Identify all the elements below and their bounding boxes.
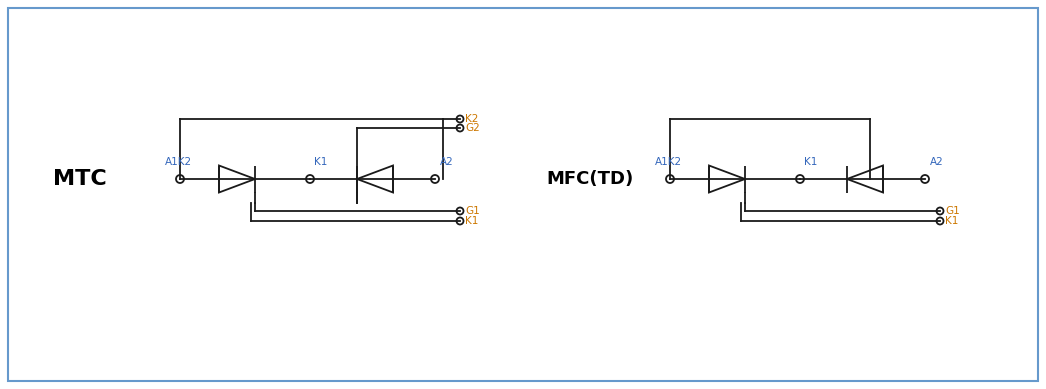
Text: K1: K1	[314, 157, 327, 167]
Text: K2: K2	[465, 114, 478, 124]
Text: A2: A2	[930, 157, 943, 167]
Text: A1K2: A1K2	[655, 157, 682, 167]
Text: K1: K1	[804, 157, 817, 167]
Text: G1: G1	[945, 206, 960, 216]
Text: A2: A2	[440, 157, 454, 167]
Text: K1: K1	[945, 216, 958, 226]
Text: G2: G2	[465, 123, 480, 133]
Text: MFC(TD): MFC(TD)	[546, 170, 634, 188]
Text: MTC: MTC	[53, 169, 107, 189]
Text: G1: G1	[465, 206, 480, 216]
Text: K1: K1	[465, 216, 478, 226]
Text: A1K2: A1K2	[164, 157, 191, 167]
